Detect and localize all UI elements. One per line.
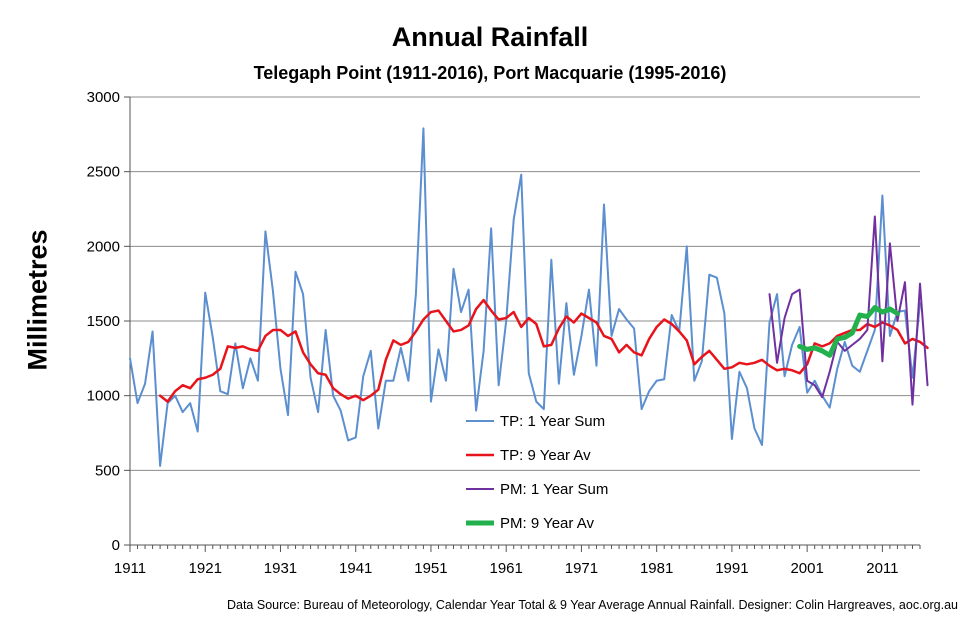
x-tick-label: 1921 bbox=[189, 560, 222, 577]
x-tick-label: 1961 bbox=[490, 560, 523, 577]
legend-label: PM: 1 Year Sum bbox=[500, 481, 608, 498]
y-tick-label: 1500 bbox=[87, 313, 120, 330]
x-tick-label: 2011 bbox=[866, 560, 898, 577]
data-source-footer: Data Source: Bureau of Meteorology, Cale… bbox=[226, 598, 958, 612]
x-tick-label: 1981 bbox=[640, 560, 673, 577]
y-tick-label: 0 bbox=[112, 537, 120, 554]
gridlines bbox=[130, 96, 920, 471]
y-tick-label: 500 bbox=[95, 462, 120, 479]
series-line-3 bbox=[768, 215, 929, 406]
x-tick-label: 1991 bbox=[715, 560, 748, 577]
legend: TP: 1 Year Sum TP: 9 Year Av PM: 1 Year Su… bbox=[466, 413, 608, 532]
x-tick-label: 1971 bbox=[565, 560, 598, 577]
y-tick-label: 1000 bbox=[87, 388, 120, 405]
chart-title: Annual Rainfall bbox=[391, 22, 589, 52]
x-tick-label: 1911 bbox=[114, 560, 146, 577]
series-lines bbox=[129, 127, 929, 467]
y-tick-label: 2500 bbox=[87, 164, 120, 181]
series-line-1 bbox=[129, 127, 921, 467]
y-tick-labels: 0 500 1000 1500 2000 2500 3000 bbox=[87, 89, 120, 554]
chart-subtitle: Telegaph Point (1911-2016), Port Macquar… bbox=[253, 63, 727, 83]
axes bbox=[124, 96, 921, 552]
legend-label: TP: 1 Year Sum bbox=[500, 413, 605, 430]
legend-label: PM: 9 Year Av bbox=[500, 515, 594, 532]
series-line-4 bbox=[797, 305, 900, 358]
x-tick-label: 1931 bbox=[264, 560, 297, 577]
y-tick-label: 2000 bbox=[87, 238, 120, 255]
x-tick-labels: 1911 1921 1931 1941 1951 1961 1971 1981 1991 2001… bbox=[114, 560, 899, 577]
x-tick-label: 2001 bbox=[790, 560, 823, 577]
legend-label: TP: 9 Year Av bbox=[500, 447, 591, 464]
series-line-2 bbox=[158, 298, 929, 403]
x-tick-label: 1941 bbox=[339, 560, 372, 577]
x-tick-label: 1951 bbox=[414, 560, 447, 577]
y-tick-label: 3000 bbox=[87, 89, 120, 106]
